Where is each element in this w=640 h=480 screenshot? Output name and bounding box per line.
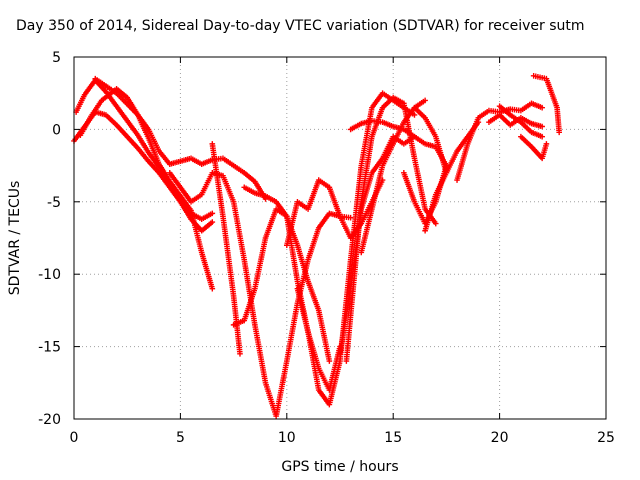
data-point (209, 219, 216, 225)
y-axis-label: SDTVAR / TECUs (7, 181, 23, 296)
series-arc-3 (77, 86, 216, 292)
data-point (237, 351, 243, 357)
data-point (539, 104, 545, 111)
data-point (411, 112, 418, 118)
x-tick-label: 10 (278, 430, 296, 446)
x-axis-label: GPS time / hours (281, 459, 398, 475)
data-point (422, 97, 428, 104)
series-arc-16 (411, 104, 450, 176)
data-point (539, 123, 545, 130)
data-point (326, 358, 333, 364)
series-arc-15 (401, 162, 450, 227)
data-point (543, 141, 550, 147)
data-point (209, 210, 216, 217)
plot-frame (73, 56, 607, 420)
series-arc-20 (496, 103, 545, 140)
chart-title: Day 350 of 2014, Sidereal Day-to-day VTE… (16, 18, 585, 34)
y-tick-label: -20 (38, 412, 61, 428)
y-tick-label: 0 (52, 122, 61, 138)
data-point (411, 133, 418, 140)
x-tick-label: 0 (70, 430, 79, 446)
data-point (556, 129, 562, 136)
data-points (71, 73, 562, 419)
data-point (347, 214, 354, 221)
series-arc-9 (284, 177, 386, 249)
series-arc-6 (209, 141, 243, 357)
data-point (209, 285, 216, 292)
series-arc-21 (518, 133, 550, 162)
x-tick-label: 25 (597, 430, 615, 446)
series-arc-22 (530, 73, 562, 136)
series-arc-18 (454, 100, 545, 183)
x-tick-label: 20 (491, 430, 509, 446)
x-tick-label: 15 (384, 430, 402, 446)
axis-ticks: 0 5 10 15 20 25 -20 -15 -10 -5 0 5 (38, 50, 615, 446)
x-tick-label: 5 (176, 430, 185, 446)
series-arc-4 (92, 75, 269, 202)
data-point (432, 220, 439, 227)
y-tick-label: -15 (38, 340, 61, 356)
data-point (539, 133, 545, 140)
y-tick-label: -10 (38, 267, 61, 283)
y-tick-label: -5 (47, 195, 61, 211)
y-tick-label: 5 (52, 50, 61, 66)
